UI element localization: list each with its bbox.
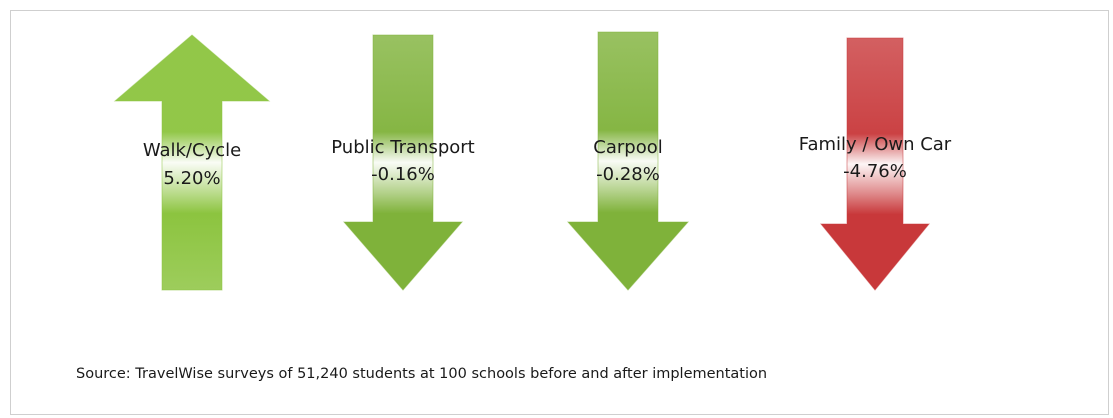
item-label: Carpool	[593, 137, 662, 158]
arrow	[566, 31, 690, 291]
source-note: Source: TravelWise surveys of 51,240 stu…	[76, 366, 767, 382]
item-label: Walk/Cycle	[143, 140, 241, 161]
item-value: 5.20%	[163, 168, 220, 189]
arrow	[113, 34, 271, 291]
item-label: Family / Own Car	[799, 134, 952, 155]
item-value: -0.28%	[596, 164, 660, 185]
item-label: Public Transport	[331, 137, 474, 158]
item-value: -4.76%	[843, 161, 907, 182]
item-value: -0.16%	[371, 164, 435, 185]
arrow	[819, 37, 931, 291]
arrow	[342, 34, 464, 291]
